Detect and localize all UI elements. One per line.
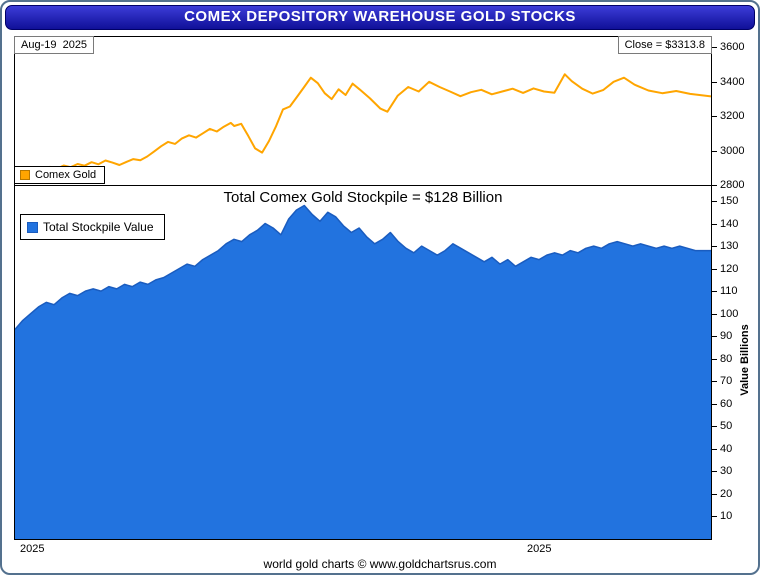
- y-tick-label: 130: [720, 240, 739, 252]
- y-tick: [712, 269, 717, 270]
- y-tick: [712, 449, 717, 450]
- y-tick: [712, 185, 717, 186]
- plot-area: [14, 36, 712, 540]
- gold-legend-swatch-icon: [20, 170, 30, 180]
- y-tick-label: 10: [720, 510, 733, 522]
- y-tick-label: 140: [720, 218, 739, 230]
- stockpile-title: Total Comex Gold Stockpile = $128 Billio…: [223, 189, 503, 206]
- stockpile-top-line: [15, 204, 711, 330]
- y-tick: [712, 151, 717, 152]
- y-tick: [712, 116, 717, 117]
- y-tick-label: 20: [720, 488, 733, 500]
- y-tick: [712, 516, 717, 517]
- y-tick: [712, 201, 717, 202]
- stockpile-area-chart: [15, 204, 711, 539]
- y-tick-label: 110: [720, 285, 738, 297]
- y-tick: [712, 291, 717, 292]
- gold-price-chart: [15, 73, 711, 183]
- page-title: COMEX DEPOSITORY WAREHOUSE GOLD STOCKS: [5, 5, 755, 30]
- y-tick: [712, 314, 717, 315]
- panel-divider: [15, 185, 711, 186]
- y-tick: [712, 359, 717, 360]
- close-value-label: Close = $3313.8: [617, 36, 712, 54]
- y-tick: [712, 381, 717, 382]
- y-tick: [712, 224, 717, 225]
- y-tick-label: 50: [720, 420, 733, 432]
- y-tick-label: 80: [720, 353, 733, 365]
- y-tick-label: 3400: [720, 76, 745, 88]
- y-tick-label: 70: [720, 375, 733, 387]
- y-tick-label: 100: [720, 308, 739, 320]
- stockpile-legend-label: Total Stockpile Value: [43, 220, 154, 234]
- x-axis-label: 2025: [20, 543, 45, 555]
- y-tick: [712, 471, 717, 472]
- y-tick-label: 30: [720, 465, 733, 477]
- y-tick: [712, 47, 717, 48]
- y-tick: [712, 494, 717, 495]
- date-label: Aug-19 2025: [14, 36, 95, 54]
- gold-legend: Comex Gold: [14, 166, 106, 184]
- x-axis-label: 2025: [527, 543, 552, 555]
- stockpile-legend: Total Stockpile Value: [20, 214, 165, 240]
- y-tick-label: 2800: [720, 179, 745, 191]
- y-tick-label: 3000: [720, 145, 745, 157]
- y-tick-label: 60: [720, 398, 733, 410]
- y-tick-label: 3600: [720, 41, 745, 53]
- y-tick: [712, 336, 717, 337]
- gold-legend-label: Comex Gold: [35, 169, 97, 181]
- y-tick-label: 120: [720, 263, 739, 275]
- y-tick-label: 3200: [720, 110, 745, 122]
- stockpile-area: [15, 205, 711, 539]
- gold-price-line: [15, 73, 711, 183]
- y-tick-label: 90: [720, 330, 733, 342]
- y-tick-label: 150: [720, 195, 739, 207]
- y-tick-label: 40: [720, 443, 733, 455]
- y-tick: [712, 426, 717, 427]
- y-tick: [712, 404, 717, 405]
- footer-credit: world gold charts © www.goldchartsrus.co…: [263, 557, 497, 571]
- y-tick: [712, 246, 717, 247]
- y-axis-title: Value Billions: [739, 324, 751, 396]
- y-tick: [712, 82, 717, 83]
- stockpile-legend-swatch-icon: [27, 221, 38, 233]
